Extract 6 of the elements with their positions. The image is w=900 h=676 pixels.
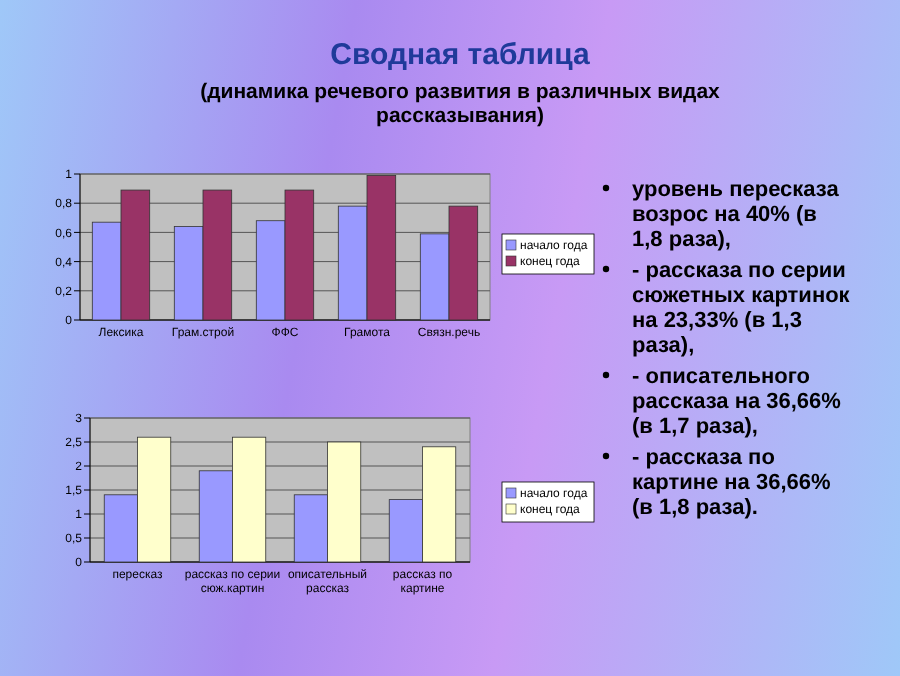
chart-title: Сводная таблица <box>330 38 592 72</box>
text: - рассказа по картине на 36,66% (в 1,8 раза). <box>632 446 832 520</box>
chart-subtitle: (динамика речевого развития в различных видах рассказывания) <box>200 80 721 128</box>
text: - рассказа по серии сюжетных картинок на 23,33% (в 1,3 раза), <box>632 259 851 358</box>
text: уровень пересказа возрос на 40% (в 1,8 раза), <box>632 178 841 252</box>
text: - описательного рассказа на 36,66% (в 1,7 раза), <box>632 365 842 439</box>
